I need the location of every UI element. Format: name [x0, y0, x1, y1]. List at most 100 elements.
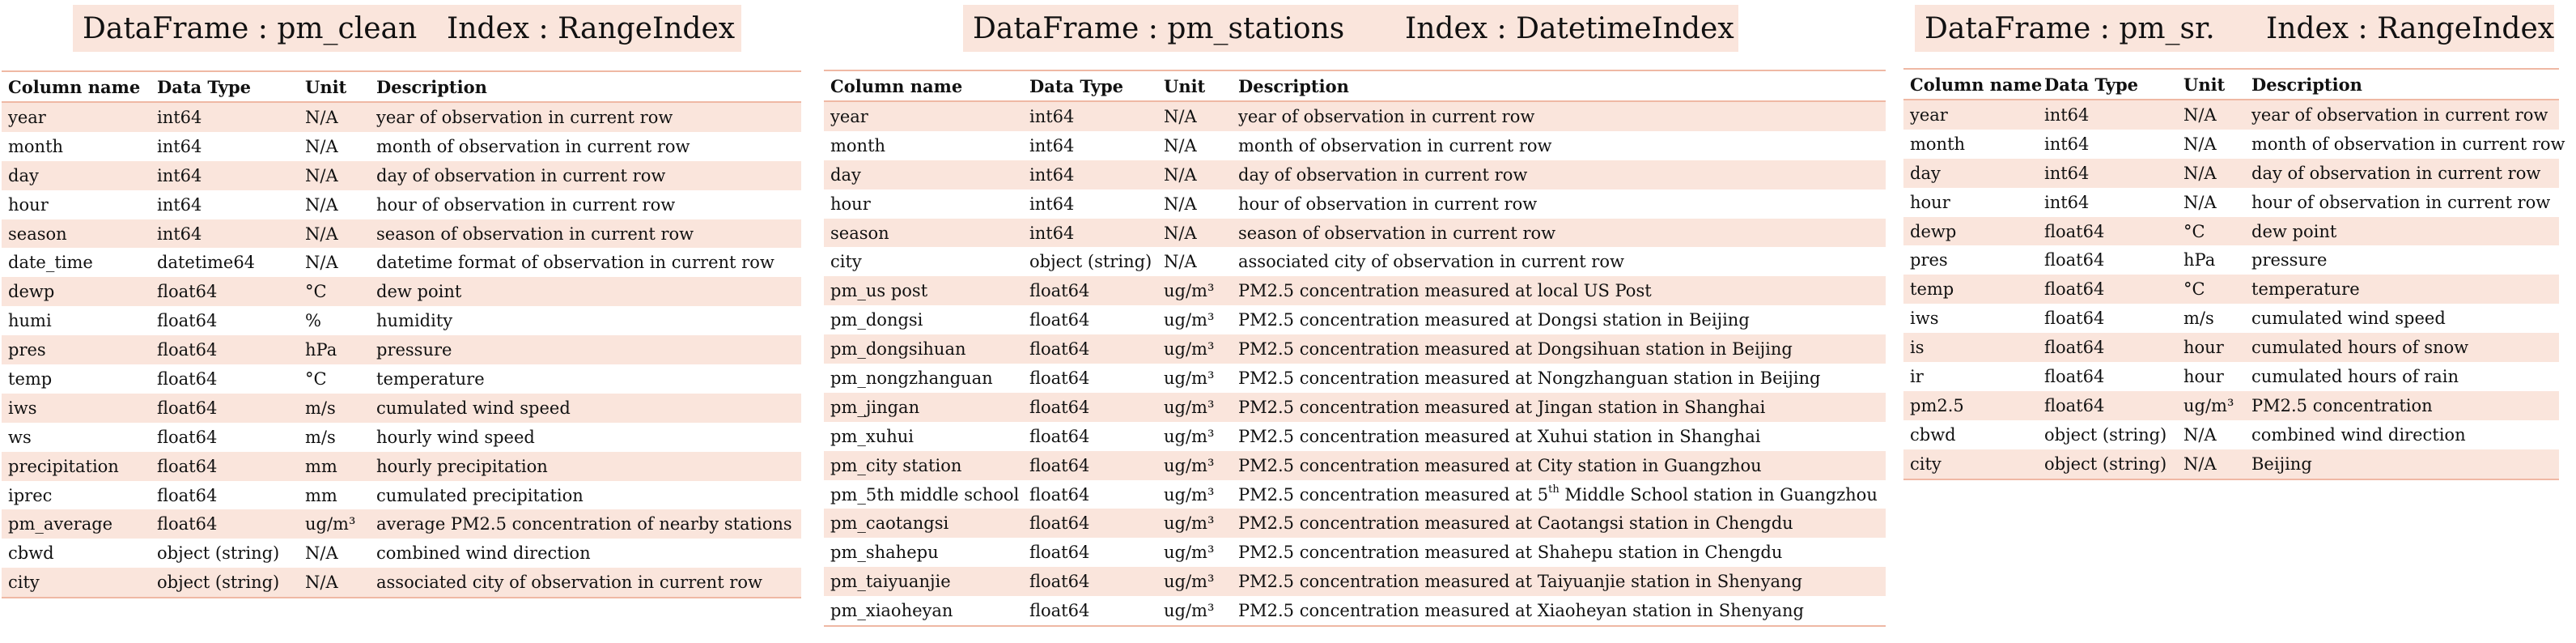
- unit-cell: ug/m³: [299, 509, 370, 539]
- description-cell: PM2.5 concentration measured at Jingan s…: [1232, 392, 1886, 422]
- table-row: dewp float64 °C dew point: [1903, 216, 2559, 246]
- data-type-cell: int64: [1023, 218, 1157, 248]
- data-type-cell: float64: [1029, 484, 1090, 505]
- unit-cell: N/A: [299, 568, 370, 599]
- data-type-cell: float64: [157, 311, 218, 331]
- unit-cell: hPa: [299, 335, 370, 365]
- description-cell: month of observation in current row: [2251, 134, 2565, 154]
- description-cell: hour of observation in current row: [376, 194, 676, 215]
- unit-cell: N/A: [299, 219, 370, 249]
- pm-clean-header: DataFrame : pm_clean Index : RangeIndex: [73, 5, 741, 52]
- table-row: year int64 N/A year of observation in curre…: [824, 101, 1886, 131]
- unit-cell: ug/m³: [1157, 334, 1232, 364]
- table-row: ws float64 m/s hourly wind speed: [2, 423, 801, 452]
- table-row: hour int64 N/A hour of observation in curre…: [1903, 188, 2559, 217]
- table-row: day int64 N/A day of observation in current…: [2, 160, 801, 190]
- data-type-cell: int64: [2038, 158, 2177, 188]
- unit-cell: hour: [2177, 333, 2245, 363]
- unit-cell: N/A: [1164, 252, 1197, 272]
- column-name-cell: season: [824, 218, 1023, 248]
- table-row: pm_dongsihuan float64 ug/m³ PM2.5 concentra…: [824, 334, 1886, 364]
- column-name-cell: day: [824, 160, 1023, 189]
- data-type-cell: float64: [1023, 509, 1157, 539]
- table-row: season int64 N/A season of observation in c…: [824, 218, 1886, 248]
- description-cell: hour of observation in current row: [1238, 194, 1538, 214]
- data-type-cell: object (string): [1029, 252, 1152, 272]
- column-name-cell: hour: [8, 194, 49, 215]
- column-name-cell: year: [2, 102, 151, 132]
- description-cell: season of observation in current row: [1232, 218, 1886, 248]
- description-header: Description: [1232, 70, 1886, 102]
- data-type-cell: int64: [2044, 192, 2090, 212]
- unit-cell: N/A: [2183, 424, 2217, 445]
- column-name-cell: iws: [1910, 309, 1939, 329]
- data-type-cell: float64: [2038, 333, 2177, 363]
- column-name-cell: pm_us post: [824, 276, 1023, 306]
- data-type-cell: float64: [1023, 276, 1157, 306]
- table-row: pm2.5 float64 ug/m³ PM2.5 concentration: [1903, 390, 2559, 420]
- description-cell: PM2.5 concentration measured at Taiyuanj…: [1232, 567, 1886, 597]
- column-name-cell: pm_xiaoheyan: [824, 596, 1023, 628]
- data-type-header: Data Type: [1023, 70, 1157, 102]
- table-row: month int64 N/A month of observation in cur…: [824, 131, 1886, 160]
- data-type-cell: float64: [1023, 450, 1157, 480]
- unit-header: Unit: [1157, 70, 1232, 102]
- description-cell: year of observation in current row: [370, 102, 801, 132]
- table-row: date_time datetime64 N/A datetime format of…: [2, 248, 801, 277]
- pm-stations-dataframe-title: DataFrame : pm_stations: [973, 11, 1345, 45]
- description-cell: dew point: [2245, 216, 2559, 246]
- description-cell: combined wind direction: [2251, 424, 2466, 445]
- unit-cell: °C: [2177, 216, 2245, 246]
- table-row: city object (string) N/A associated city of…: [2, 568, 801, 599]
- data-type-cell: float64: [157, 485, 218, 505]
- table-header-row: Column name Data Type Unit Description: [2, 70, 801, 103]
- table-header: Column name Data Type Unit Description: [1903, 68, 2559, 100]
- description-cell: hourly precipitation: [370, 451, 801, 481]
- column-name-header: Column name: [824, 70, 1023, 102]
- data-type-header: Data Type: [2038, 68, 2177, 100]
- data-type-header: Data Type: [151, 70, 299, 103]
- table-row: pm_average float64 ug/m³ average PM2.5 conc…: [2, 509, 801, 539]
- column-name-cell: precipitation: [2, 451, 151, 481]
- unit-cell: hPa: [2183, 250, 2216, 270]
- unit-header: Unit: [2177, 68, 2245, 100]
- column-name-cell: date_time: [8, 253, 93, 273]
- description-cell: PM2.5 concentration measured at Nongzhan…: [1238, 368, 1821, 388]
- table-row: ir float64 hour cumulated hours of rain: [1903, 362, 2559, 391]
- column-name-cell: pm_jingan: [824, 392, 1023, 422]
- pm-clean-dataframe-title: DataFrame : pm_clean: [83, 11, 418, 45]
- unit-cell: N/A: [299, 102, 370, 132]
- column-name-cell: pm_city station: [824, 450, 1023, 480]
- table-row: pm_taiyuanjie float64 ug/m³ PM2.5 concentra…: [824, 567, 1886, 597]
- column-name-cell: month: [8, 136, 64, 156]
- table-row: temp float64 °C temperature: [2, 364, 801, 394]
- column-name-cell: month: [1910, 134, 1966, 154]
- unit-cell: N/A: [2177, 449, 2245, 480]
- description-cell: hourly wind speed: [376, 427, 535, 447]
- data-type-cell: int64: [1029, 194, 1075, 214]
- data-type-cell: float64: [2038, 390, 2177, 420]
- column-name-cell: pm_taiyuanjie: [824, 567, 1023, 597]
- column-name-cell: humi: [8, 311, 52, 331]
- unit-cell: N/A: [2183, 192, 2217, 212]
- table-row: cbwd object (string) N/A combined wind dire…: [2, 539, 801, 568]
- column-name-cell: dewp: [1903, 216, 2038, 246]
- table-row: pm_dongsi float64 ug/m³ PM2.5 concentration…: [824, 305, 1886, 334]
- table-header: Column name Data Type Unit Description: [2, 70, 801, 103]
- column-name-cell: day: [2, 160, 151, 190]
- table-row: month int64 N/A month of observation in cur…: [2, 132, 801, 161]
- description-cell: month of observation in current row: [376, 136, 690, 156]
- unit-cell: N/A: [2183, 134, 2217, 154]
- data-type-cell: object (string): [2044, 424, 2167, 445]
- table-row: iprec float64 mm cumulated precipitation: [2, 481, 801, 510]
- unit-cell: N/A: [305, 136, 338, 156]
- unit-cell: N/A: [305, 194, 338, 215]
- unit-cell: ug/m³: [1164, 368, 1215, 388]
- column-name-cell: pres: [2, 335, 151, 365]
- data-type-cell: float64: [2044, 309, 2105, 329]
- unit-cell: N/A: [1157, 218, 1232, 248]
- pm-sr-index-label: Index : RangeIndex: [2266, 11, 2555, 45]
- table-row: hour int64 N/A hour of observation in curre…: [2, 190, 801, 219]
- data-type-cell: float64: [2044, 366, 2105, 386]
- data-type-cell: float64: [1029, 310, 1090, 330]
